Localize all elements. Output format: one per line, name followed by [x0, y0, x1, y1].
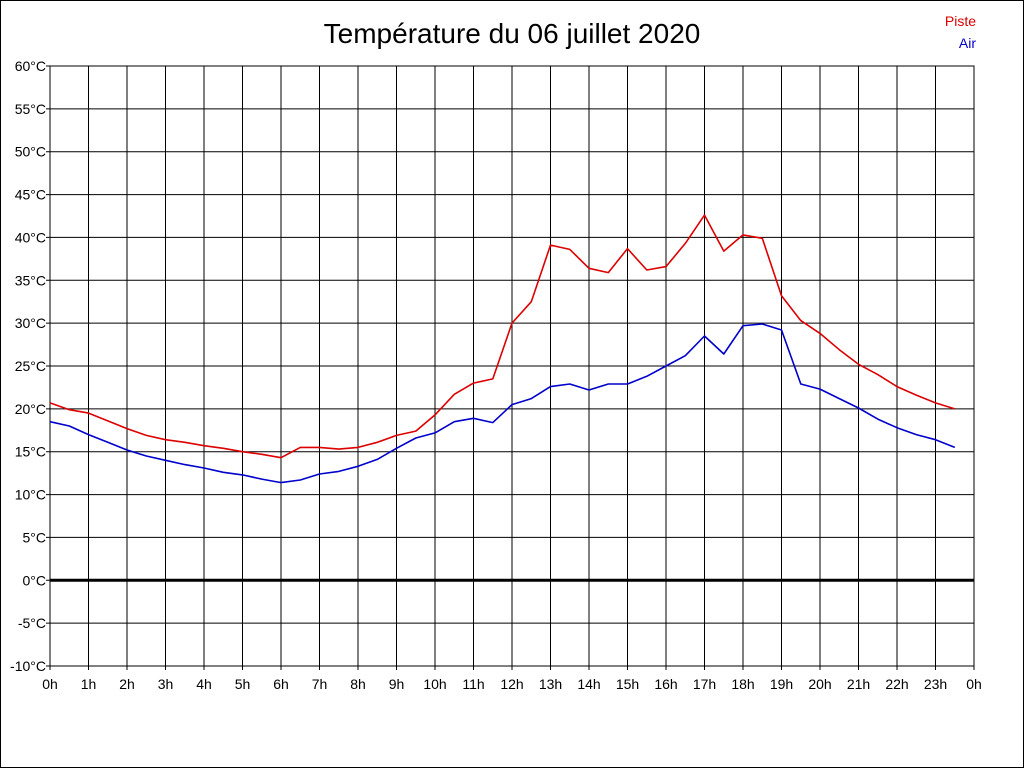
- x-tick-label: 12h: [500, 676, 523, 692]
- x-tick-label: 19h: [770, 676, 793, 692]
- x-tick-label: 2h: [119, 676, 135, 692]
- x-tick-label: 22h: [885, 676, 908, 692]
- x-tick-label: 5h: [235, 676, 251, 692]
- x-tick-label: 15h: [616, 676, 639, 692]
- x-tick-label: 16h: [654, 676, 677, 692]
- x-tick-label: 8h: [350, 676, 366, 692]
- y-tick-label: 25°C: [15, 358, 46, 374]
- y-tick-label: 5°C: [23, 529, 47, 545]
- chart-title: Température du 06 juillet 2020: [323, 18, 701, 49]
- legend-entry-piste: Piste: [944, 13, 976, 29]
- y-tick-label: 50°C: [15, 144, 46, 160]
- x-tick-label: 23h: [924, 676, 947, 692]
- x-tick-label: 9h: [389, 676, 405, 692]
- x-tick-label: 20h: [808, 676, 831, 692]
- x-tick-label: 14h: [577, 676, 600, 692]
- x-tick-label: 10h: [423, 676, 446, 692]
- y-tick-label: -10°C: [10, 658, 46, 674]
- y-tick-label: 30°C: [15, 315, 46, 331]
- x-tick-label: 21h: [847, 676, 870, 692]
- x-tick-label: 0h: [966, 676, 982, 692]
- x-tick-label: 7h: [312, 676, 328, 692]
- x-tick-label: 6h: [273, 676, 289, 692]
- y-tick-label: 60°C: [15, 58, 46, 74]
- y-tick-label: 40°C: [15, 229, 46, 245]
- y-tick-label: -5°C: [18, 615, 46, 631]
- x-tick-label: 3h: [158, 676, 174, 692]
- y-tick-label: 15°C: [15, 444, 46, 460]
- x-tick-label: 0h: [42, 676, 58, 692]
- y-tick-label: 45°C: [15, 187, 46, 203]
- x-tick-label: 13h: [539, 676, 562, 692]
- x-tick-label: 17h: [693, 676, 716, 692]
- x-tick-label: 1h: [81, 676, 97, 692]
- legend-entry-air: Air: [958, 35, 976, 51]
- x-tick-label: 18h: [731, 676, 754, 692]
- y-tick-label: 0°C: [23, 572, 47, 588]
- series-line-piste: [49, 214, 956, 459]
- x-tick-label: 4h: [196, 676, 212, 692]
- x-tick-label: 11h: [462, 676, 484, 692]
- y-tick-label: 10°C: [15, 487, 46, 503]
- y-tick-label: 55°C: [15, 101, 46, 117]
- y-tick-label: 20°C: [15, 401, 46, 417]
- y-tick-label: 35°C: [15, 272, 46, 288]
- series-line-air: [49, 323, 956, 484]
